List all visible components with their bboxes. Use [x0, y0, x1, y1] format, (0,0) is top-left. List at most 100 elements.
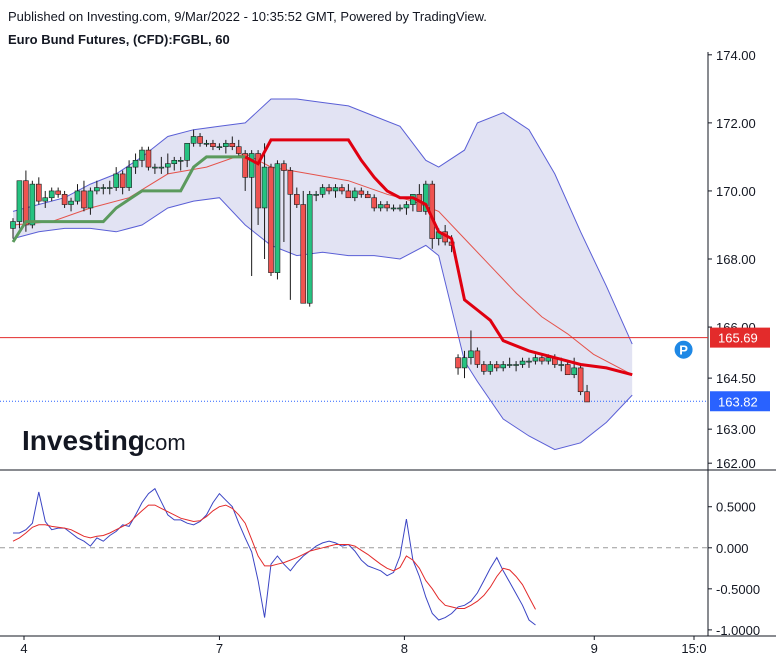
candle [203, 139, 210, 147]
candle [261, 143, 268, 259]
candle [371, 194, 378, 212]
candle [397, 204, 403, 212]
candle-body [248, 153, 255, 178]
logo-brand: Investing [22, 425, 145, 456]
candle [48, 187, 55, 202]
candle [223, 139, 229, 154]
candle-body [132, 160, 139, 168]
candle [474, 347, 481, 368]
x-tick-label: 9 [591, 641, 598, 656]
osc-y-tick-label: 0.000 [716, 541, 749, 556]
candle-body [145, 149, 152, 168]
p-marker-circle [674, 340, 693, 359]
candle-body [210, 142, 216, 147]
candle [532, 354, 539, 365]
candle-body [345, 190, 352, 199]
candle-body [564, 364, 571, 376]
candle-body [558, 364, 565, 366]
y-tick-label: 172.00 [716, 116, 756, 131]
candle [106, 180, 113, 195]
candle-body [94, 187, 100, 192]
candle-body [106, 187, 113, 189]
candle-body [319, 187, 326, 195]
price-tag-label: 163.82 [718, 394, 758, 409]
candle-body [61, 194, 68, 205]
candle-body [481, 364, 487, 372]
candle-body [506, 364, 513, 366]
price-panel: P174.00172.00170.00168.00166.00164.50163… [0, 48, 776, 636]
candle [87, 187, 94, 215]
candle-body [545, 357, 552, 362]
candle [577, 364, 584, 396]
y-tick-label: 163.00 [716, 422, 756, 437]
candle-body [332, 187, 339, 192]
candle [94, 180, 100, 195]
candle-body [100, 187, 107, 189]
bollinger-lower-line [12, 197, 633, 451]
candle-body [371, 197, 378, 209]
red-indicator-line [244, 138, 633, 377]
candle-body [171, 160, 178, 165]
candle [197, 133, 203, 147]
candle-body [377, 204, 384, 209]
candle [158, 156, 165, 174]
y-tick-label: 164.50 [716, 371, 756, 386]
candle [268, 163, 274, 277]
price-tag-0: 165.69 [710, 327, 770, 348]
candle-body [513, 364, 519, 366]
candle [468, 330, 474, 365]
candle [300, 190, 307, 304]
candle-body [55, 190, 61, 195]
bollinger-band-fill [13, 99, 633, 450]
candle [248, 150, 255, 277]
candle-body [326, 187, 332, 192]
candle [126, 160, 132, 191]
candle [352, 187, 358, 202]
candle [513, 361, 519, 372]
candle-body [403, 204, 410, 209]
candle-body [165, 163, 171, 168]
candle-body [584, 391, 590, 403]
candle [313, 190, 319, 202]
candle-body [352, 190, 358, 199]
candle-body [184, 142, 190, 161]
candle-body [384, 204, 390, 209]
candle [390, 204, 397, 212]
candle-body [23, 180, 29, 226]
candle-body [216, 146, 223, 148]
candle-body [422, 183, 429, 212]
candle [461, 350, 468, 379]
candle-body [461, 357, 468, 369]
candle [403, 201, 410, 215]
candle [177, 156, 184, 171]
candle-body [526, 360, 532, 363]
candle-body [16, 180, 23, 222]
candle-body [126, 166, 132, 188]
candle-body [539, 357, 545, 362]
x-tick-label: 4 [20, 641, 27, 656]
candle [455, 354, 461, 375]
candle-body [268, 166, 274, 273]
candle-body [10, 221, 16, 229]
candle [332, 184, 339, 198]
candle-body [229, 142, 236, 147]
candle [281, 160, 287, 242]
candle-body [35, 183, 42, 202]
bollinger-upper-line [12, 98, 633, 345]
candle-body [87, 190, 94, 209]
green-indicator-line [11, 155, 246, 243]
candle [539, 354, 545, 365]
osc-y-tick-label: 0.5000 [716, 500, 756, 515]
price-tag-bg [710, 327, 770, 348]
candle [139, 146, 145, 168]
candle-body [287, 170, 294, 195]
candle-body [42, 197, 49, 202]
candle-body [235, 146, 242, 154]
oscillator-panel: 0.5000 0.000 -0.5000 -1.0000 [0, 487, 760, 638]
candle [487, 361, 494, 375]
candle-body [532, 357, 539, 362]
candle-body [203, 142, 210, 145]
candle [571, 357, 577, 379]
candle [35, 177, 42, 205]
